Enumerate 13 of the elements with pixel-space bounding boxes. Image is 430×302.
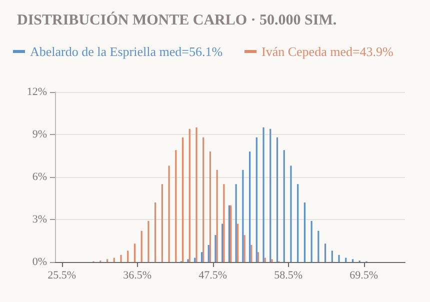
y-tick-label: 12% — [26, 86, 47, 98]
y-tick-label: 9% — [32, 128, 47, 140]
y-tick-label: 0% — [32, 256, 47, 268]
legend-label: Iván Cepeda med=43.9% — [262, 44, 394, 59]
x-tick-label: 25.5% — [48, 270, 76, 282]
x-tick-label: 36.5% — [123, 270, 152, 282]
x-tick-label: 47.5% — [198, 270, 228, 282]
chart-title: DISTRIBUCIÓN MONTE CARLO · 50.000 SIM. — [17, 12, 337, 28]
y-tick-label: 3% — [32, 214, 47, 226]
legend-label: Abelardo de la Espriella med=56.1% — [30, 44, 223, 59]
x-tick-label: 58.5% — [274, 270, 303, 282]
x-tick-label: 69.5% — [350, 270, 378, 282]
y-tick-label: 6% — [32, 171, 47, 183]
